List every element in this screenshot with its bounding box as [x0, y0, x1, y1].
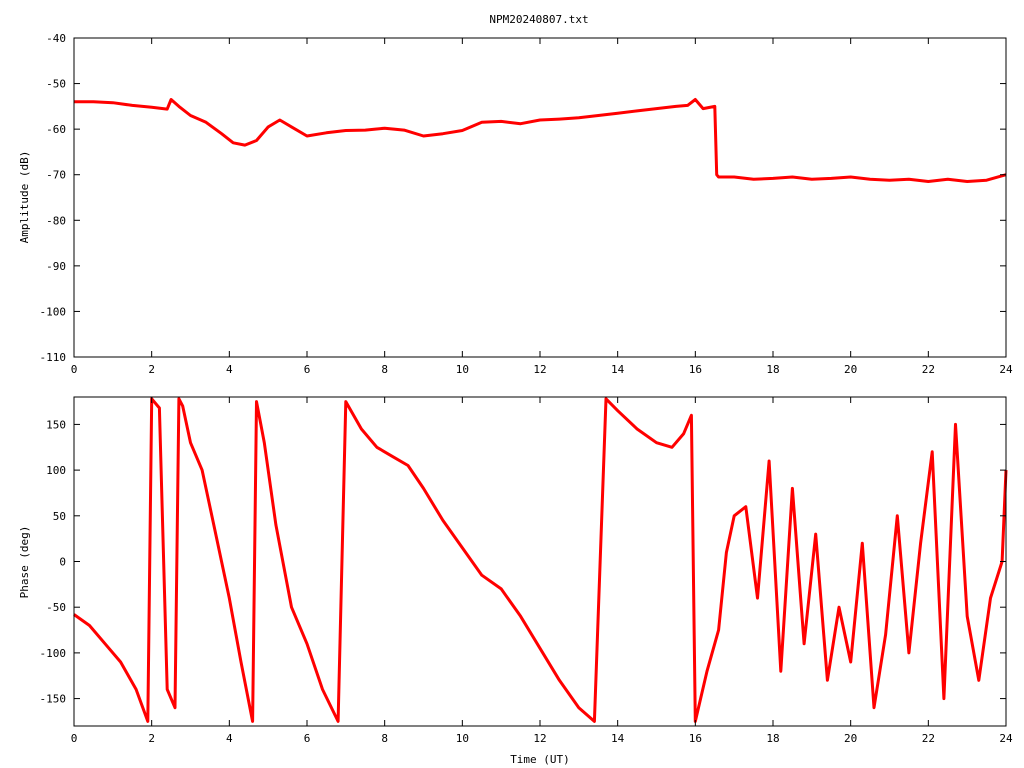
amplitude-series-line — [74, 98, 1007, 183]
phase-x-tick-label: 8 — [381, 732, 388, 745]
amplitude-x-tick-label: 24 — [999, 363, 1013, 376]
phase-x-tick-label: 2 — [148, 732, 155, 745]
amplitude-y-tick-label: -50 — [46, 78, 66, 91]
amplitude-y-tick-label: -100 — [40, 305, 67, 318]
phase-x-tick-label: 12 — [533, 732, 546, 745]
phase-y-tick-label: 0 — [59, 556, 66, 569]
phase-y-tick-label: 150 — [46, 418, 66, 431]
phase-x-tick-label: 20 — [844, 732, 857, 745]
phase-x-tick-label: 6 — [304, 732, 311, 745]
phase-x-tick-label: 16 — [689, 732, 702, 745]
amplitude-x-tick-label: 0 — [71, 363, 78, 376]
phase-y-tick-label: 50 — [53, 510, 66, 523]
amplitude-x-tick-label: 16 — [689, 363, 702, 376]
amplitude-y-axis-label: Amplitude (dB) — [18, 151, 31, 244]
amplitude-x-tick-label: 18 — [766, 363, 779, 376]
phase-x-tick-label: 10 — [456, 732, 469, 745]
phase-x-tick-label: 22 — [922, 732, 935, 745]
phase-y-tick-label: -100 — [40, 647, 67, 660]
amplitude-y-tick-label: -40 — [46, 32, 66, 45]
phase-x-tick-label: 14 — [611, 732, 625, 745]
amplitude-y-tick-label: -110 — [40, 351, 67, 364]
phase-x-tick-label: 0 — [71, 732, 78, 745]
amplitude-x-tick-label: 10 — [456, 363, 469, 376]
amplitude-x-tick-label: 6 — [304, 363, 311, 376]
amplitude-y-tick-label: -80 — [46, 214, 66, 227]
phase-y-tick-label: -50 — [46, 601, 66, 614]
amplitude-y-tick-label: -90 — [46, 260, 66, 273]
phase-x-axis-label: Time (UT) — [510, 753, 570, 766]
amplitude-y-tick-label: -60 — [46, 123, 66, 136]
amplitude-y-tick-label: -70 — [46, 169, 66, 182]
amplitude-x-tick-label: 8 — [381, 363, 388, 376]
amplitude-x-tick-label: 12 — [533, 363, 546, 376]
chart-title: NPM20240807.txt — [489, 13, 588, 26]
amplitude-x-tick-label: 2 — [148, 363, 155, 376]
amplitude-x-tick-label: 20 — [844, 363, 857, 376]
phase-x-tick-label: 18 — [766, 732, 779, 745]
phase-x-tick-label: 4 — [226, 732, 233, 745]
amplitude-panel: 0 2 4 6 8 10 12 14 16 18 20 22 24-40-50-60-70-80-90-… — [18, 32, 1013, 376]
phase-y-axis-label: Phase (deg) — [18, 526, 31, 599]
phase-series-line — [73, 397, 1008, 723]
amplitude-x-tick-label: 4 — [226, 363, 233, 376]
amplitude-x-tick-label: 14 — [611, 363, 625, 376]
phase-panel: 0 2 4 6 8 10 12 14 16 18 20 22 24150100500-50-100-15… — [18, 396, 1013, 766]
phase-y-tick-label: -150 — [40, 693, 67, 706]
phase-x-tick-label: 24 — [999, 732, 1013, 745]
amplitude-x-tick-label: 22 — [922, 363, 935, 376]
phase-y-tick-label: 100 — [46, 464, 66, 477]
